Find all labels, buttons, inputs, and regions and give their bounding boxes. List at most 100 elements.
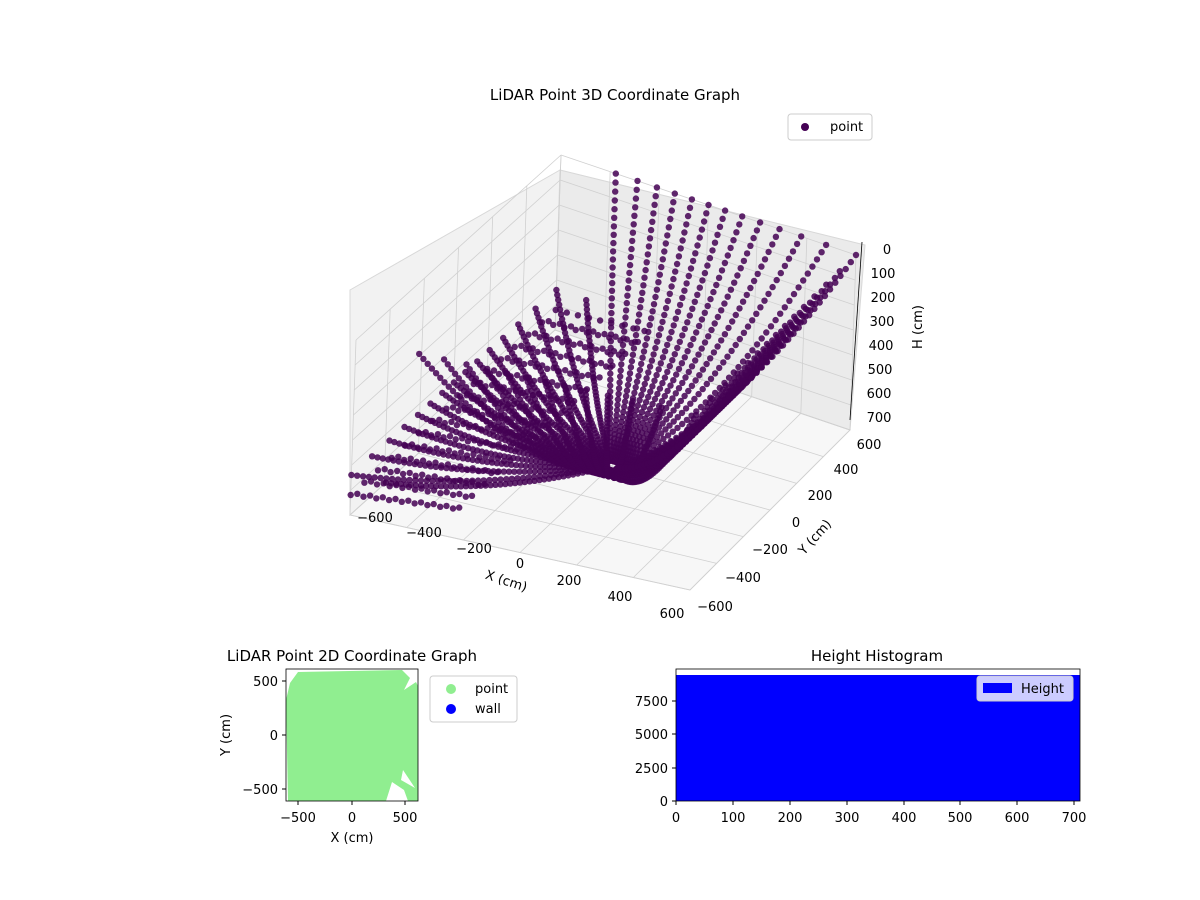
legend-marker-wall [446,704,456,714]
data-point [347,491,354,499]
data-point [609,248,617,255]
data-point [437,374,444,381]
data-point [668,207,675,214]
data-point [545,475,553,482]
data-point [673,260,681,268]
data-point [654,390,661,398]
data-point [653,371,660,379]
data-point [469,370,476,377]
data-point [462,479,470,487]
data-point [584,320,592,327]
data-point [698,316,706,323]
data-point [662,304,670,312]
data-point [419,471,426,478]
data-point [572,383,579,391]
data-point [613,412,620,419]
data-point [400,456,408,464]
data-point [736,335,743,343]
data-point [692,357,699,364]
data-point [746,366,753,373]
data-point [639,354,646,361]
data-point [361,479,368,486]
data-point [669,395,676,402]
x-tick-label: 200 [557,574,582,589]
data-point [354,490,361,497]
data-point [496,427,503,434]
data-point [507,443,515,450]
data-point [661,348,669,355]
data-point [579,325,586,333]
data-point [452,483,460,490]
data-point [406,469,413,477]
data-point [545,351,553,358]
data-point [567,323,575,330]
data-point [685,387,692,395]
data-point [728,347,735,355]
data-point [379,455,386,462]
data-point [536,468,544,475]
data-point [747,242,754,249]
data-point [747,284,754,292]
data-point [419,457,427,464]
data-point [449,491,457,499]
data-point [481,467,489,474]
data-point [407,455,414,462]
data-point [661,392,668,400]
data-point [804,270,811,277]
data-point [550,364,557,371]
data-point [632,331,640,339]
data-point [574,312,582,319]
data-point [527,463,534,470]
data-point [634,338,642,346]
data-point [517,389,524,397]
data-point [531,468,539,475]
data-point [504,355,511,362]
data-point [644,410,651,417]
data-point [424,501,431,509]
data-point [460,420,467,428]
data-point [585,314,593,322]
data-point [756,351,764,358]
data-point [578,372,586,380]
data-point [773,276,780,284]
data-point [642,341,649,349]
data-point [474,358,481,365]
data-point [731,279,738,286]
data-point [610,348,618,355]
data-point [786,297,793,304]
data-point [707,295,714,303]
data-point [366,492,374,499]
data-point [379,494,386,501]
data-point [635,311,643,318]
data-point [678,360,686,367]
data-point [555,296,562,304]
data-point [627,253,634,261]
data-point [542,468,549,475]
data-point [714,343,721,350]
data-point [673,434,680,441]
data-point [405,497,412,504]
data-point [659,420,666,427]
data-point [785,255,793,262]
data-point [386,437,393,444]
data-point [676,301,684,309]
data-point [709,247,716,254]
data-point [618,361,625,368]
data-point [428,432,435,439]
x-tick-label: −400 [406,526,442,541]
data-point [469,465,476,472]
data-point [758,263,765,270]
data-point [658,263,665,271]
data-point [679,294,686,301]
data-point [470,451,477,458]
data-point [484,425,491,432]
data-point [437,490,444,497]
data-point [725,393,732,400]
data-point [500,384,507,391]
data-point [519,375,526,382]
data-point [674,414,681,421]
data-point [638,360,645,368]
y-tick-label: 2500 [635,762,668,777]
y-tick-label: 200 [808,489,833,504]
data-point [632,384,639,391]
